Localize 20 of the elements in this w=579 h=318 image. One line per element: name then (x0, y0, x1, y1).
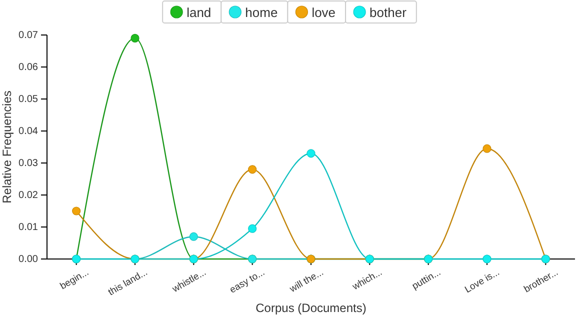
x-tick-label: easy to... (228, 267, 267, 296)
y-tick-label: 0.03 (18, 158, 38, 170)
x-tick-label: which... (350, 267, 384, 294)
legend-label: land (186, 5, 212, 20)
x-tick-label: begin... (58, 267, 91, 292)
x-tick-label: will the... (287, 267, 326, 296)
y-tick-label: 0.06 (18, 62, 38, 74)
y-tick-label: 0.01 (18, 222, 38, 234)
x-axis-title: Corpus (Documents) (256, 301, 366, 315)
y-tick-label: 0.04 (18, 126, 38, 138)
y-axis-title: Relative Frequencies (0, 90, 14, 204)
legend-label: bother (370, 5, 408, 20)
y-tick-label: 0.07 (18, 30, 38, 42)
legend-label: home (245, 5, 278, 20)
y-tick-label: 0.05 (18, 94, 38, 106)
y-tick-label: 0.02 (18, 190, 38, 202)
y-tick-label: 0.00 (18, 254, 38, 266)
legend-label: love (312, 5, 336, 20)
x-tick-label: this land... (106, 267, 150, 298)
x-tick-label: Love is... (463, 267, 502, 296)
